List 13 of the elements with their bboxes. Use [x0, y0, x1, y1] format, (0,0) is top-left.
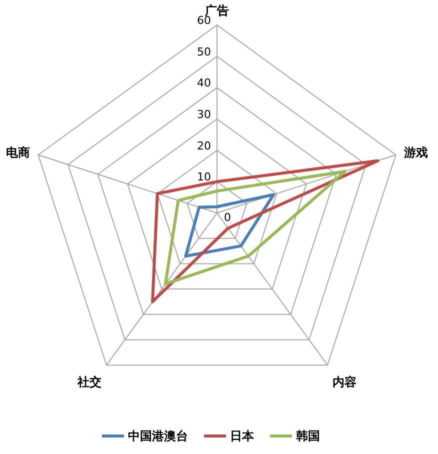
- spoke-label: 游戏: [402, 145, 428, 160]
- spoke-label: 社交: [76, 374, 102, 389]
- legend-label: 日本: [230, 429, 255, 443]
- y-tick-label: 20: [197, 139, 211, 152]
- y-tick-label: 10: [197, 170, 211, 184]
- spoke-label: 内容: [332, 374, 356, 389]
- legend-label: 中国港澳台: [128, 429, 188, 443]
- spoke-label: 电商: [6, 145, 30, 160]
- y-tick-label: 0: [224, 211, 231, 224]
- legend-label: 韩国: [295, 429, 320, 443]
- y-tick-label: 40: [197, 76, 211, 90]
- y-tick-label: 30: [197, 108, 211, 121]
- y-tick-label: 50: [197, 45, 211, 58]
